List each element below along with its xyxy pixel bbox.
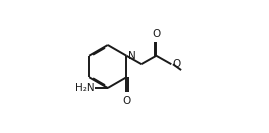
Text: O: O [152,29,161,39]
Text: O: O [172,59,180,69]
Text: H₂N: H₂N [75,83,95,93]
Text: O: O [122,96,130,106]
Text: N: N [128,51,136,61]
